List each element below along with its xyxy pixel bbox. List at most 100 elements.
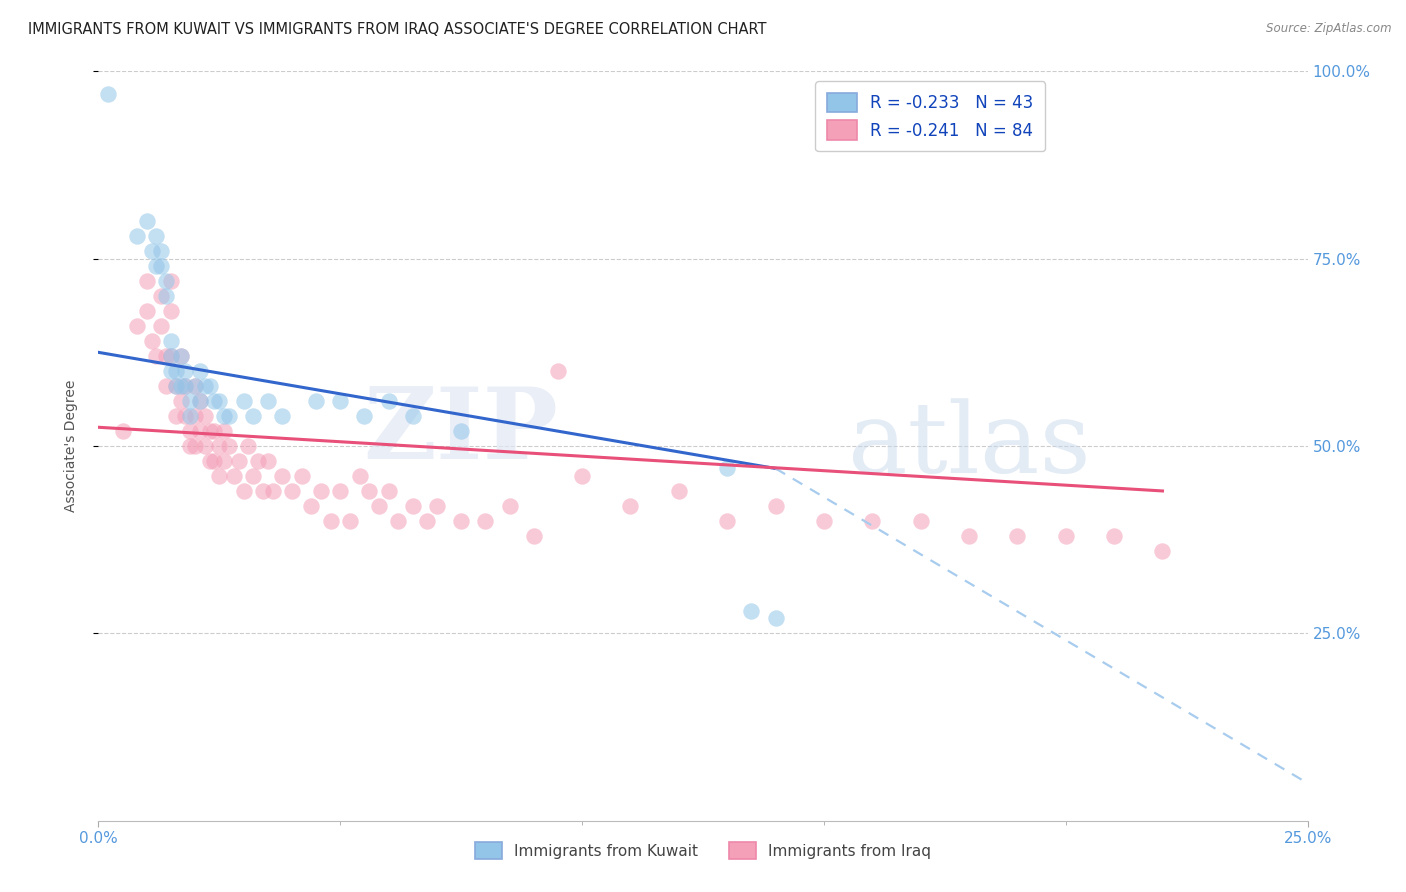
Point <box>204 394 226 409</box>
Y-axis label: Associate's Degree: Associate's Degree <box>63 380 77 512</box>
Point <box>111 424 134 438</box>
Point <box>299 499 322 513</box>
Point <box>256 454 278 468</box>
Point <box>198 379 221 393</box>
Point <box>368 499 391 513</box>
Point <box>145 349 167 363</box>
Text: ZIP: ZIP <box>363 383 558 480</box>
Point <box>155 349 177 363</box>
Point <box>402 409 425 423</box>
Point <box>150 244 173 259</box>
Point <box>198 424 221 438</box>
Point <box>218 409 240 423</box>
Point <box>135 274 157 288</box>
Point <box>145 259 167 273</box>
Point <box>174 379 197 393</box>
Point <box>97 87 120 101</box>
Point <box>150 259 173 273</box>
Point <box>127 229 149 244</box>
Point <box>377 394 399 409</box>
Point <box>169 394 191 409</box>
Point <box>450 514 472 528</box>
Point <box>353 409 375 423</box>
Point <box>179 409 201 423</box>
Point <box>329 394 352 409</box>
Point <box>319 514 342 528</box>
Point <box>165 379 187 393</box>
Point <box>228 454 250 468</box>
Point <box>165 364 187 378</box>
Point <box>204 454 226 468</box>
Point <box>141 334 163 348</box>
Legend: Immigrants from Kuwait, Immigrants from Iraq: Immigrants from Kuwait, Immigrants from … <box>468 836 938 865</box>
Point <box>271 409 294 423</box>
Point <box>716 461 738 475</box>
Point <box>160 304 183 318</box>
Point <box>188 364 211 378</box>
Point <box>387 514 409 528</box>
Point <box>232 394 254 409</box>
Point <box>184 379 207 393</box>
Point <box>238 439 260 453</box>
Point <box>160 364 183 378</box>
Point <box>174 409 197 423</box>
Point <box>498 499 520 513</box>
Point <box>1152 544 1174 558</box>
Point <box>160 349 183 363</box>
Point <box>208 394 231 409</box>
Point <box>208 469 231 483</box>
Point <box>198 454 221 468</box>
Point <box>222 469 245 483</box>
Point <box>716 514 738 528</box>
Point <box>402 499 425 513</box>
Point <box>179 424 201 438</box>
Point <box>184 409 207 423</box>
Point <box>204 424 226 438</box>
Text: atlas: atlas <box>848 398 1091 494</box>
Point <box>160 349 183 363</box>
Point <box>218 439 240 453</box>
Point <box>179 439 201 453</box>
Point <box>860 514 883 528</box>
Point <box>169 349 191 363</box>
Text: Source: ZipAtlas.com: Source: ZipAtlas.com <box>1267 22 1392 36</box>
Point <box>135 304 157 318</box>
Point <box>150 319 173 334</box>
Point <box>194 379 217 393</box>
Point <box>262 483 284 498</box>
Point <box>668 483 690 498</box>
Point <box>339 514 361 528</box>
Point <box>523 529 546 543</box>
Point <box>309 483 332 498</box>
Point <box>290 469 312 483</box>
Point <box>194 409 217 423</box>
Point <box>160 334 183 348</box>
Point <box>813 514 835 528</box>
Point <box>212 424 235 438</box>
Point <box>145 229 167 244</box>
Point <box>416 514 439 528</box>
Point <box>271 469 294 483</box>
Point <box>426 499 449 513</box>
Point <box>184 379 207 393</box>
Point <box>740 604 762 618</box>
Point <box>184 439 207 453</box>
Point <box>329 483 352 498</box>
Point <box>135 214 157 228</box>
Point <box>212 454 235 468</box>
Point <box>141 244 163 259</box>
Text: IMMIGRANTS FROM KUWAIT VS IMMIGRANTS FROM IRAQ ASSOCIATE'S DEGREE CORRELATION CH: IMMIGRANTS FROM KUWAIT VS IMMIGRANTS FRO… <box>28 22 766 37</box>
Point <box>377 483 399 498</box>
Point <box>188 424 211 438</box>
Point <box>165 409 187 423</box>
Point <box>450 424 472 438</box>
Point <box>619 499 641 513</box>
Point <box>179 394 201 409</box>
Point <box>150 289 173 303</box>
Point <box>242 409 264 423</box>
Point <box>957 529 980 543</box>
Point <box>765 611 787 625</box>
Point <box>1102 529 1125 543</box>
Point <box>281 483 304 498</box>
Point <box>155 289 177 303</box>
